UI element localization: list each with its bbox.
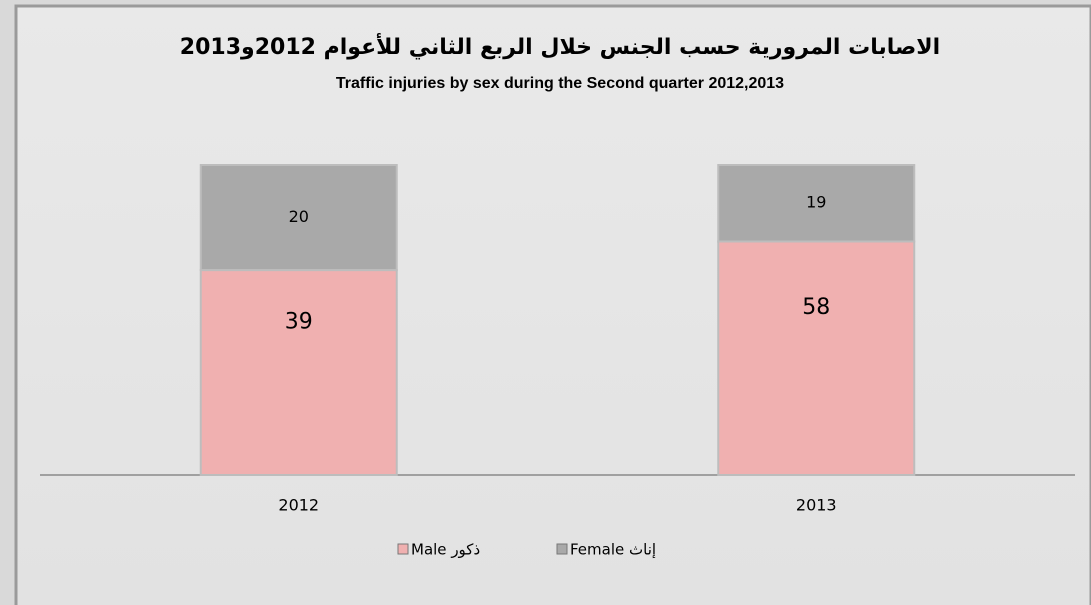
data-label: 39 bbox=[285, 310, 313, 335]
x-tick-label: 2013 bbox=[796, 496, 837, 515]
data-label: 20 bbox=[289, 207, 309, 226]
bar-segment bbox=[199, 269, 398, 476]
legend-swatch bbox=[556, 543, 568, 555]
chart-subtitle: Traffic injuries by sex during the Secon… bbox=[336, 75, 784, 92]
bar-segment bbox=[717, 240, 916, 476]
bar-segment bbox=[199, 164, 398, 272]
legend-label: Female إناث bbox=[570, 541, 656, 559]
plot-background bbox=[14, 4, 1091, 605]
chart-title: الاصابات المرورية حسب الجنس خلال الربع ا… bbox=[180, 32, 940, 60]
x-tick-label: 2012 bbox=[278, 496, 319, 515]
legend-swatch bbox=[397, 543, 409, 555]
bar-segment bbox=[717, 164, 916, 243]
legend-label: Male ذكور bbox=[411, 541, 480, 559]
data-label: 58 bbox=[802, 295, 830, 320]
data-label: 19 bbox=[806, 193, 826, 212]
